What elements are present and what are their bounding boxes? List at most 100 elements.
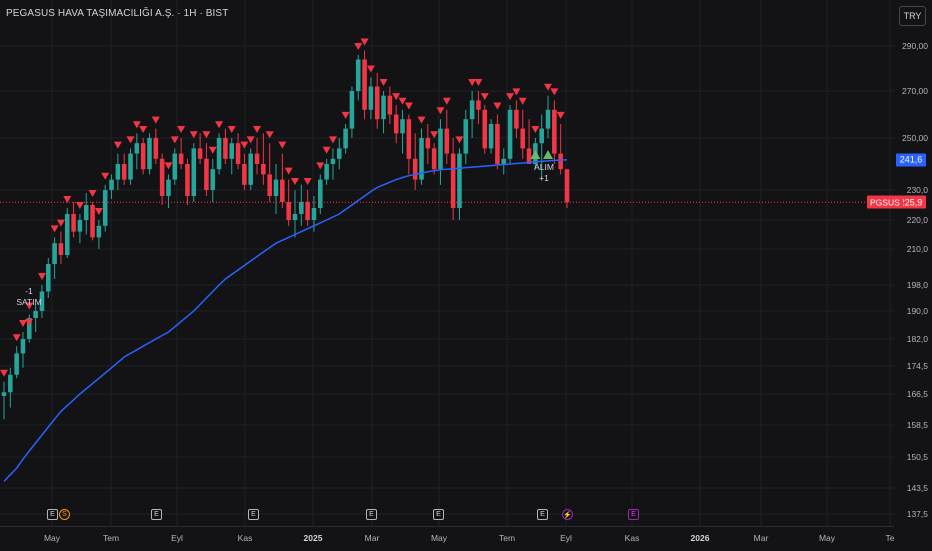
candle-body: [311, 208, 317, 220]
currency-button[interactable]: TRY: [899, 6, 926, 26]
buy-marker: [530, 150, 541, 159]
price-tick-label: 137,5: [906, 509, 928, 519]
time-tick-label: Mar: [364, 533, 380, 543]
earnings-event-icon[interactable]: E: [248, 509, 259, 520]
candle-body: [159, 158, 165, 196]
sell-marker: [398, 97, 407, 105]
sell-marker: [56, 219, 65, 227]
candle-body: [197, 148, 203, 159]
sell-marker: [75, 202, 84, 209]
time-axis[interactable]: May Tem Eyl Kas 2025 Mar May Tem Eyl Kas 2026 Mar Ma…: [0, 526, 894, 551]
time-tick-label: Te: [885, 533, 895, 543]
candle-body: [14, 353, 19, 375]
price-chart[interactable]: [0, 0, 894, 526]
candle-body: [254, 153, 260, 164]
sell-marker: [25, 319, 33, 326]
candle-body: [27, 318, 32, 339]
candle-body: [140, 143, 146, 170]
earnings-event-icon[interactable]: E: [433, 509, 444, 520]
candle-body: [318, 179, 323, 208]
sell-marker: [37, 273, 46, 280]
candle-body: [115, 164, 121, 180]
sell-marker: [354, 43, 363, 50]
candle-body: [482, 109, 488, 149]
price-tick-label: 174,5: [906, 361, 928, 371]
chart-area[interactable]: [0, 0, 894, 526]
candle-body: [109, 179, 114, 190]
candle-body: [147, 138, 152, 170]
candle-body: [488, 123, 494, 149]
candle-body: [545, 109, 551, 129]
candle-body: [507, 109, 513, 159]
sell-marker: [480, 93, 489, 101]
candle-body: [71, 214, 76, 232]
time-tick-label: Mar: [753, 533, 769, 543]
sell-marker: [316, 162, 325, 170]
candle-body: [526, 148, 532, 164]
candle-body: [292, 214, 298, 220]
sell-marker: [544, 83, 553, 91]
sell-marker: [113, 141, 122, 149]
dividend-event-icon[interactable]: S: [59, 509, 70, 520]
buy-signal-label: ALIM: [534, 162, 554, 172]
price-tick-label: 143,5: [906, 483, 928, 493]
candle-body: [121, 164, 127, 180]
sell-marker: [25, 302, 34, 310]
sell-signal-count: -1: [25, 286, 33, 296]
time-tick-label: May: [43, 533, 61, 543]
candle-body: [83, 205, 89, 220]
candle-body: [223, 138, 228, 159]
earnings-event-icon[interactable]: E: [366, 509, 377, 520]
candle-body: [33, 311, 38, 318]
sell-marker: [379, 79, 388, 86]
candle-body: [374, 86, 380, 120]
candle-body: [166, 179, 171, 196]
candle-body: [412, 158, 418, 180]
sell-marker: [392, 93, 401, 101]
candle-body: [153, 138, 159, 159]
candle-body: [355, 59, 361, 91]
candle-body: [469, 100, 475, 120]
sell-marker: [12, 334, 21, 342]
candle-body: [476, 100, 481, 110]
earnings-event-icon[interactable]: E: [47, 509, 58, 520]
sell-marker: [202, 131, 211, 139]
candle-body: [178, 153, 184, 164]
sell-marker: [164, 162, 173, 170]
sell-marker: [132, 121, 141, 129]
price-tick-label: 190,0: [906, 306, 928, 316]
lightning-event-icon[interactable]: ⚡: [562, 509, 573, 520]
candle-body: [102, 190, 108, 226]
candle-body: [235, 143, 241, 164]
price-axis[interactable]: 290,00 270,00 250,00 230,0 220,0 210,0 198,0 19…: [894, 0, 932, 550]
sell-marker: [531, 126, 540, 133]
earnings-event-icon[interactable]: E: [151, 509, 162, 520]
sell-marker: [246, 136, 255, 144]
buy-marker: [543, 150, 554, 159]
sell-marker: [468, 79, 477, 86]
candle-body: [185, 164, 190, 196]
candle-body: [286, 202, 291, 220]
time-tick-label: Tem: [498, 533, 516, 543]
candle-body: [58, 243, 64, 255]
sell-marker: [442, 97, 451, 105]
candle-body: [463, 119, 469, 154]
candle-body: [336, 148, 342, 159]
sell-marker: [215, 121, 224, 129]
earnings-event-icon[interactable]: E: [537, 509, 548, 520]
sell-marker: [50, 225, 59, 233]
sell-marker: [455, 136, 464, 144]
sell-marker: [18, 320, 27, 327]
sell-marker: [474, 79, 483, 86]
candle-body: [39, 291, 45, 311]
candle-body: [431, 148, 437, 170]
candle-body: [368, 86, 374, 110]
moving-average-line: [3, 159, 568, 482]
moving-average-price-tag: 241,6: [896, 153, 926, 167]
candle-body: [520, 128, 525, 149]
sell-marker: [126, 136, 135, 144]
candle-body: [242, 164, 247, 185]
price-tick-label: 220,0: [906, 215, 928, 225]
future-earnings-event-icon[interactable]: E: [628, 509, 639, 520]
candle-body: [261, 164, 266, 175]
